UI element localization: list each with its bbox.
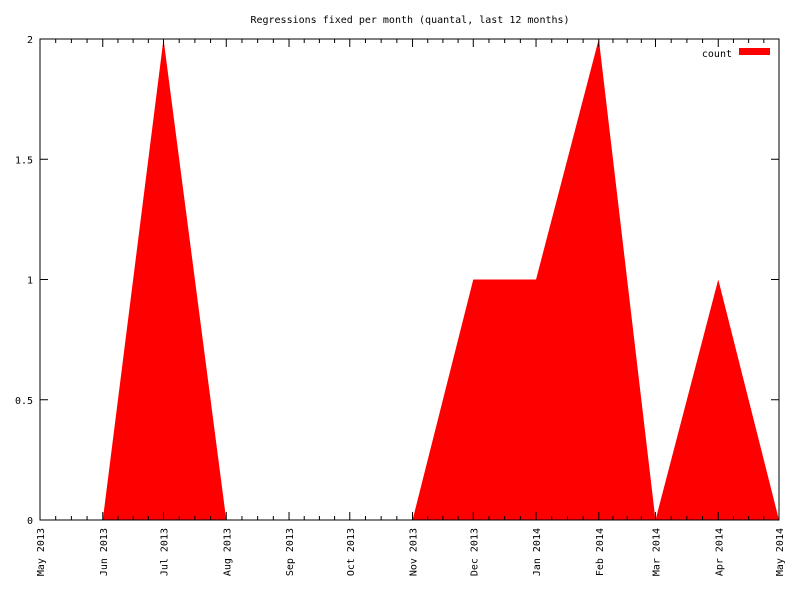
x-tick-label: Dec 2013 [469,528,480,576]
chart-title: Regressions fixed per month (quantal, la… [250,15,569,26]
x-tick-label: Jul 2013 [160,528,171,576]
x-tick-label: Jan 2014 [532,528,543,576]
y-tick-label: 1 [27,276,33,287]
y-tick-label: 1.5 [15,155,33,166]
x-tick-label: Oct 2013 [346,528,357,576]
y-tick-label: 0.5 [15,396,33,407]
x-tick-label: May 2014 [775,528,786,576]
x-tick-label: Feb 2014 [595,528,606,576]
y-tick-label: 0 [27,516,33,527]
x-tick-label: Nov 2013 [409,528,420,576]
plot-frame [39,38,780,521]
plot-area [40,39,779,520]
legend: count [702,48,770,60]
x-axis: May 2013 Jun 2013 Jul 2013 Aug 2013 Sep 2013… [36,39,786,576]
x-tick-label: May 2013 [36,528,47,576]
y-axis: 0 0.5 1 1.5 2 [15,35,779,527]
legend-swatch [739,48,770,55]
x-tick-label: Apr 2014 [714,528,725,576]
y-tick-label: 2 [27,35,33,46]
x-tick-label: Aug 2013 [222,528,233,576]
x-tick-label: Jun 2013 [99,528,110,576]
series-area-count [40,39,779,520]
x-tick-label: Mar 2014 [651,528,662,576]
legend-label: count [702,49,732,60]
x-tick-label: Sep 2013 [285,528,296,576]
